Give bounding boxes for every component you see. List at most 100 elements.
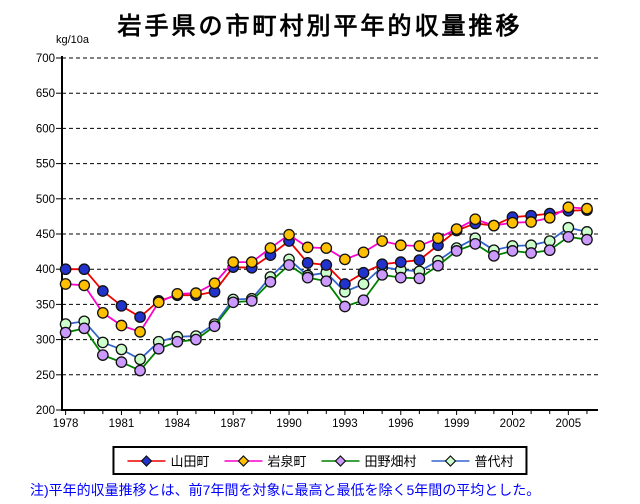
data-point-田野畑村 bbox=[152, 342, 165, 355]
y-tick-label: 200 bbox=[36, 405, 55, 417]
data-point-岩泉町 bbox=[208, 277, 221, 290]
data-point-田野畑村 bbox=[59, 326, 72, 339]
data-point-岩泉町 bbox=[171, 287, 184, 300]
data-point-岩泉町 bbox=[190, 287, 202, 299]
x-tick-label: 1996 bbox=[388, 418, 414, 430]
y-tick-label: 300 bbox=[36, 335, 55, 347]
data-point-岩泉町 bbox=[506, 216, 519, 229]
data-point-山田町 bbox=[320, 259, 333, 271]
data-point-田野畑村 bbox=[190, 333, 202, 346]
y-tick-label: 700 bbox=[36, 53, 55, 65]
x-tick-label: 1981 bbox=[109, 418, 135, 430]
y-tick-label: 450 bbox=[36, 229, 55, 241]
data-point-岩泉町 bbox=[394, 239, 407, 252]
data-point-普代村 bbox=[115, 343, 128, 356]
data-point-田野畑村 bbox=[488, 249, 500, 262]
data-point-岩泉町 bbox=[376, 235, 388, 247]
data-point-田野畑村 bbox=[469, 238, 482, 250]
data-point-山田町 bbox=[357, 266, 370, 279]
legend-label: 岩泉町 bbox=[267, 454, 307, 469]
data-point-岩泉町 bbox=[581, 202, 593, 215]
data-point-田野畑村 bbox=[301, 271, 314, 284]
data-point-田野畑村 bbox=[134, 364, 146, 377]
data-point-岩泉町 bbox=[450, 223, 463, 235]
data-point-田野畑村 bbox=[171, 335, 184, 348]
x-tick-label: 2005 bbox=[556, 418, 582, 430]
legend-label: 山田町 bbox=[170, 454, 210, 469]
data-point-田野畑村 bbox=[320, 275, 333, 288]
data-point-田野畑村 bbox=[208, 320, 221, 333]
legend-label: 田野畑村 bbox=[364, 454, 417, 469]
x-tick-label: 1987 bbox=[220, 418, 246, 430]
data-point-山田町 bbox=[339, 278, 351, 290]
y-tick-label: 250 bbox=[36, 370, 55, 382]
data-point-山田町 bbox=[301, 257, 314, 269]
legend-item-田野畑村: 田野畑村 bbox=[321, 451, 417, 470]
data-point-山田町 bbox=[394, 256, 407, 269]
data-point-岩泉町 bbox=[227, 256, 240, 269]
legend-marker-icon bbox=[224, 454, 263, 467]
data-point-山田町 bbox=[78, 263, 91, 276]
data-point-田野畑村 bbox=[581, 233, 593, 246]
data-point-普代村 bbox=[134, 353, 146, 366]
data-point-岩泉町 bbox=[134, 326, 146, 338]
y-tick-label: 400 bbox=[36, 264, 55, 276]
chart-title: 岩手県の市町村別平年的収量推移 bbox=[117, 13, 523, 40]
data-point-岩泉町 bbox=[96, 306, 109, 319]
data-point-田野畑村 bbox=[543, 244, 556, 257]
data-point-岩泉町 bbox=[562, 201, 575, 214]
x-tick-label: 1984 bbox=[165, 418, 191, 430]
data-point-岩泉町 bbox=[264, 242, 277, 254]
y-tick-label: 500 bbox=[36, 194, 55, 206]
data-point-田野畑村 bbox=[339, 300, 351, 313]
data-point-岩泉町 bbox=[320, 242, 333, 254]
data-point-山田町 bbox=[376, 258, 388, 271]
legend-marker-icon bbox=[127, 454, 166, 467]
data-point-岩泉町 bbox=[115, 319, 128, 332]
footnote: 注)平年的収量推移とは、前7年間を対象に最高と最低を除く5年間の平均とした。 bbox=[30, 482, 541, 498]
legend-item-普代村: 普代村 bbox=[431, 451, 514, 470]
data-point-山田町 bbox=[134, 311, 146, 323]
data-point-岩泉町 bbox=[432, 232, 444, 245]
y-tick-label: 550 bbox=[36, 159, 55, 171]
x-tick-label: 1993 bbox=[332, 418, 358, 430]
data-point-田野畑村 bbox=[450, 245, 463, 257]
data-point-岩泉町 bbox=[357, 246, 370, 259]
data-point-岩泉町 bbox=[301, 241, 314, 254]
data-point-山田町 bbox=[413, 254, 426, 266]
data-point-田野畑村 bbox=[78, 322, 91, 335]
data-point-田野畑村 bbox=[96, 349, 109, 361]
x-tick-label: 1999 bbox=[444, 418, 470, 430]
data-point-田野畑村 bbox=[283, 259, 295, 271]
data-point-普代村 bbox=[357, 278, 370, 290]
data-point-普代村 bbox=[96, 336, 109, 349]
legend-label: 普代村 bbox=[474, 454, 514, 469]
data-point-岩泉町 bbox=[469, 213, 482, 226]
legend-item-岩泉町: 岩泉町 bbox=[223, 451, 307, 470]
data-point-田野畑村 bbox=[506, 245, 519, 257]
data-point-田野畑村 bbox=[245, 295, 258, 307]
x-tick-label: 1990 bbox=[276, 418, 302, 430]
data-point-山田町 bbox=[96, 285, 109, 297]
y-tick-label: 650 bbox=[36, 88, 55, 100]
x-tick-label: 1978 bbox=[53, 418, 79, 430]
data-point-田野畑村 bbox=[394, 271, 407, 284]
y-tick-label: 600 bbox=[36, 123, 55, 135]
legend-marker-icon bbox=[431, 454, 470, 467]
data-point-岩泉町 bbox=[413, 240, 426, 252]
series-line-田野畑村 bbox=[65, 235, 588, 372]
data-point-岩泉町 bbox=[245, 256, 258, 269]
data-point-岩泉町 bbox=[339, 253, 351, 266]
data-point-田野畑村 bbox=[227, 296, 240, 309]
data-point-岩泉町 bbox=[59, 278, 72, 290]
data-point-岩泉町 bbox=[543, 211, 556, 224]
data-point-田野畑村 bbox=[357, 294, 370, 307]
y-tick-label: 350 bbox=[36, 299, 55, 311]
data-point-岩泉町 bbox=[488, 219, 500, 232]
legend-item-山田町: 山田町 bbox=[126, 451, 209, 470]
y-axis-unit-label: kg/10a bbox=[56, 34, 90, 46]
data-point-田野畑村 bbox=[264, 276, 277, 288]
data-point-岩泉町 bbox=[152, 296, 165, 309]
